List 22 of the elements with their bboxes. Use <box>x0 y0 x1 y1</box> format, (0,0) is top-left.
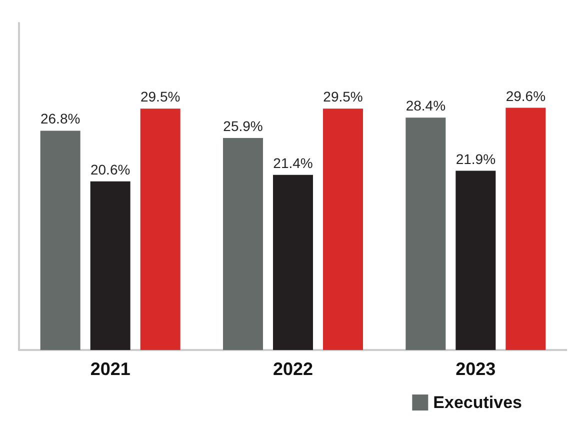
data-label: 21.4% <box>273 154 313 171</box>
bar <box>273 174 313 350</box>
x-tick-label: 2021 <box>90 359 130 379</box>
data-label: 29.5% <box>140 88 180 105</box>
bar <box>323 108 363 350</box>
bar <box>506 108 546 350</box>
data-label: 25.9% <box>223 118 263 134</box>
legend-label: Executives <box>433 393 522 412</box>
bar <box>140 108 180 350</box>
data-label: 26.8% <box>40 110 80 127</box>
bar <box>406 118 446 350</box>
data-label: 21.9% <box>456 150 496 167</box>
x-tick-label: 2022 <box>272 359 314 379</box>
bar <box>223 138 263 350</box>
data-label: 20.6% <box>90 161 130 178</box>
x-tick-label: 2023 <box>456 359 496 379</box>
bar <box>456 170 496 350</box>
bar <box>40 130 80 350</box>
data-label: 29.6% <box>506 88 546 104</box>
data-label: 28.4% <box>406 98 446 114</box>
bar <box>90 181 130 350</box>
data-label: 29.5% <box>323 88 363 105</box>
